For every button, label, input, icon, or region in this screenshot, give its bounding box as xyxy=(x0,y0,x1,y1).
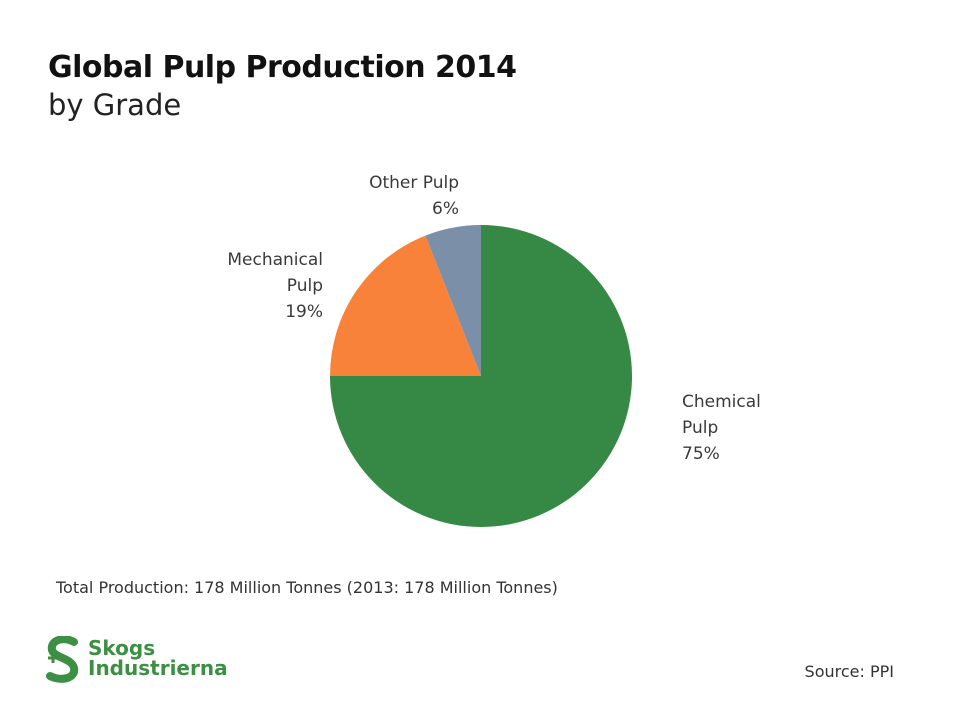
slice-label-mechanical-pulp: Mechanical Pulp 19% xyxy=(227,250,323,322)
slice-label-line: 19% xyxy=(285,302,323,322)
total-production-note: Total Production: 178 Million Tonnes (20… xyxy=(56,578,558,597)
chart-title: Global Pulp Production 2014 xyxy=(48,50,517,85)
logo-line-1: Skogs xyxy=(88,636,156,660)
slice-label-line: 75% xyxy=(682,444,720,464)
slice-label-line: Mechanical xyxy=(227,250,323,270)
slice-label-chemical-pulp: Chemical Pulp 75% xyxy=(682,392,761,464)
slice-label-line: Pulp xyxy=(682,418,718,438)
slice-label-line: Pulp xyxy=(287,276,323,296)
slice-label-other-pulp: Other Pulp 6% xyxy=(369,173,459,219)
pie-slice-other-pulp xyxy=(425,225,481,376)
slice-label-line: Chemical xyxy=(682,392,761,412)
chart-subtitle: by Grade xyxy=(48,88,182,122)
slice-label-line: Other Pulp xyxy=(369,173,459,193)
logo-s-icon xyxy=(46,636,79,683)
skogsindustrierna-logo: Skogs Industrierna xyxy=(44,636,234,686)
logo-line-2: Industrierna xyxy=(88,656,228,680)
logo-text: Skogs Industrierna xyxy=(88,638,228,678)
slice-label-line: 6% xyxy=(432,199,459,219)
source-note: Source: PPI xyxy=(804,662,894,681)
pie-slice-mechanical-pulp xyxy=(330,235,481,376)
